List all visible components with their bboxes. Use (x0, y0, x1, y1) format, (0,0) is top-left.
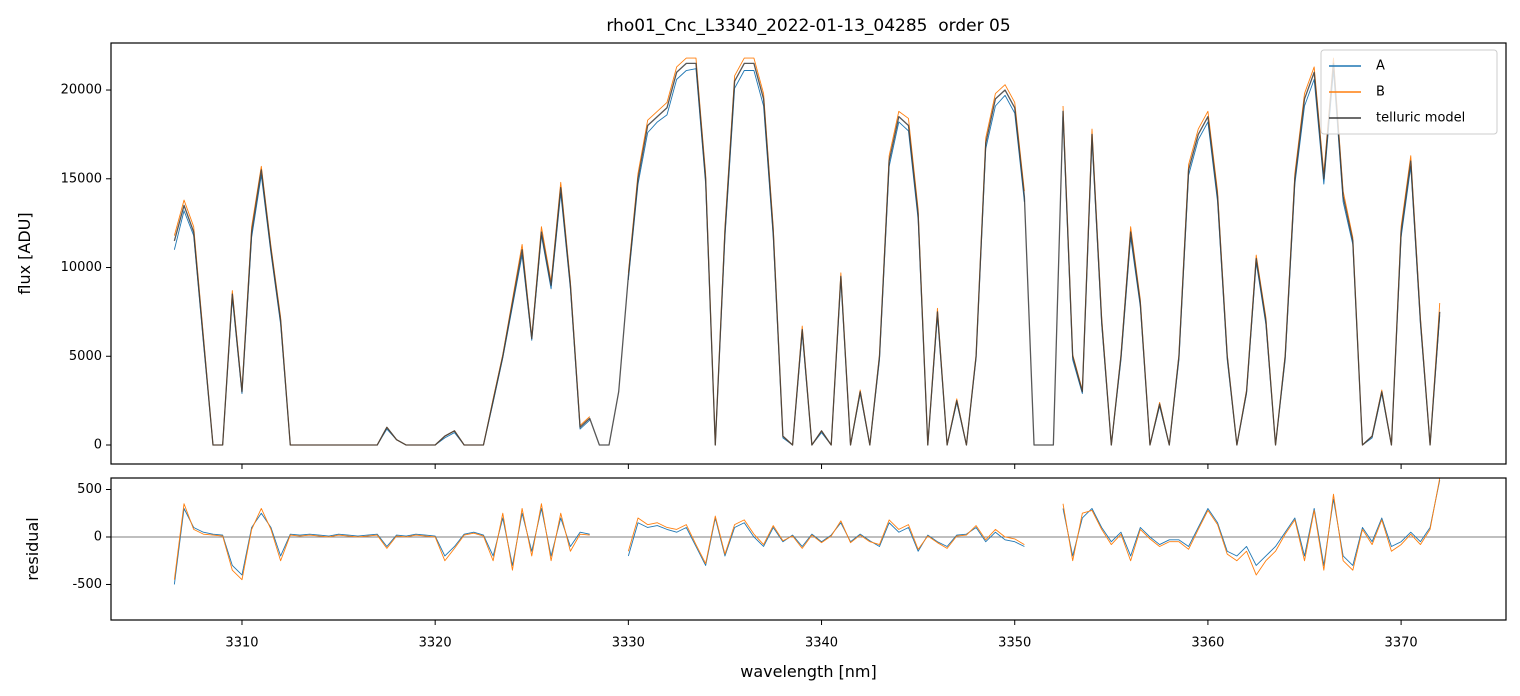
x-tick-label: 3310 (225, 636, 258, 651)
y-axis-label: residual (23, 517, 42, 580)
x-tick-label: 3320 (419, 636, 452, 651)
y-tick-label: 0 (94, 529, 102, 544)
y-axis-label: flux [ADU] (15, 212, 34, 294)
y-tick-label: 500 (77, 482, 102, 497)
chart-title: rho01_Cnc_L3340_2022-01-13_04285 order 0… (606, 16, 1010, 36)
x-tick-label: 3330 (612, 636, 645, 651)
y-tick-label: 15000 (61, 171, 102, 186)
x-tick-label: 3340 (805, 636, 838, 651)
x-tick-label: 3360 (1191, 636, 1224, 651)
y-tick-label: 5000 (69, 349, 102, 364)
x-tick-label: 3350 (998, 636, 1031, 651)
legend-label: B (1376, 85, 1385, 100)
x-axis-label: wavelength [nm] (740, 662, 877, 681)
y-tick-label: -500 (72, 577, 102, 592)
series-line (173, 478, 1441, 581)
axes-frame (110, 42, 1507, 465)
plot-area (111, 478, 1506, 585)
series-line (173, 62, 1441, 446)
y-tick-label: 10000 (61, 260, 102, 275)
y-tick-label: 0 (94, 438, 102, 453)
legend-label: A (1376, 59, 1385, 74)
series-line (173, 479, 1441, 585)
legend-label: telluric model (1376, 111, 1465, 126)
y-tick-label: 20000 (61, 83, 102, 98)
x-tick-label: 3370 (1385, 636, 1418, 651)
axes-frame (110, 477, 1507, 621)
plot-area (173, 57, 1441, 446)
legend-box (1320, 49, 1498, 135)
